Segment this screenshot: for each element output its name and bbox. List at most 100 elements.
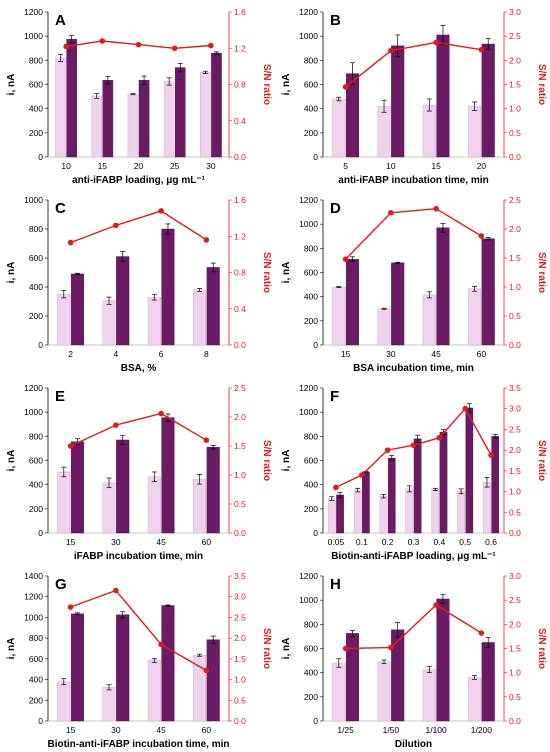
bar: [161, 605, 175, 722]
ratio-point: [203, 237, 210, 243]
x-tick-label: 45: [156, 537, 166, 547]
y2-axis-label: S/N ratio: [536, 252, 547, 293]
y2-tick-label: 1.5: [509, 644, 521, 654]
x-axis-label: Biotin-anti-iFABP loading, μg mL⁻¹: [331, 551, 496, 562]
ratio-point: [113, 422, 119, 428]
y-tick-label: 1200: [24, 592, 43, 602]
y2-tick-label: 3.5: [234, 571, 246, 581]
bar: [193, 655, 207, 722]
bar: [332, 662, 346, 722]
y-axis-label: i, nA: [6, 74, 17, 96]
bar: [206, 267, 220, 346]
y2-tick-label: 1.5: [234, 654, 246, 664]
y-tick-label: 200: [29, 311, 43, 321]
bar: [55, 57, 66, 158]
x-tick-label: 8: [204, 349, 209, 359]
y2-tick-label: 0.0: [509, 152, 521, 162]
y2-tick-label: 1.0: [509, 668, 521, 678]
ratio-point: [158, 641, 164, 648]
y-tick-label: 1400: [24, 571, 43, 581]
y-tick-label: 1000: [299, 595, 318, 605]
ratio-point: [135, 41, 142, 48]
y-tick-label: 800: [304, 55, 318, 65]
y2-tick-label: 1.2: [234, 43, 246, 53]
bar: [332, 98, 346, 158]
y2-tick-label: 2.5: [509, 195, 521, 205]
chart-panel-a: 0 200 400 600 800 1000 1200 0.0 0.4 0.8 1.2 1.6 10 15…: [0, 0, 275, 188]
y-tick-label: 400: [304, 292, 318, 302]
bar: [57, 294, 71, 346]
y-tick-label: 0: [313, 340, 318, 350]
bar: [468, 106, 482, 158]
ratio-point: [203, 667, 210, 674]
bar: [147, 660, 161, 722]
y-tick-label: 800: [29, 55, 43, 65]
chart-panel-d: 0 200 400 600 800 1000 1200 0.0 0.5 1.0 1.5 2.0 2.5 1…: [275, 188, 550, 376]
ratio-line: [70, 412, 207, 447]
y-tick-label: 400: [304, 104, 318, 114]
x-tick-label: 25: [170, 161, 180, 171]
y2-tick-label: 2.5: [234, 383, 246, 393]
y-tick-label: 1000: [24, 31, 43, 41]
ratio-point: [208, 42, 214, 49]
y2-tick-label: 0.0: [234, 716, 246, 726]
ratio-point: [478, 46, 485, 53]
panel-label: A: [55, 12, 66, 29]
bar: [70, 273, 84, 346]
x-tick-label: 1/50: [383, 725, 400, 735]
chart-svg: 0 200 400 600 800 1000 1200 0.0 0.5 1.0 1.5 2.0 2.5 3…: [281, 571, 547, 750]
x-tick-label: 2: [68, 349, 73, 359]
bar: [193, 289, 207, 346]
bar: [353, 489, 362, 534]
ratio-point: [433, 602, 439, 608]
y-axis-label: i, nA: [6, 450, 17, 472]
y2-tick-label: 3.0: [509, 571, 521, 581]
x-tick-label: 0.6: [485, 537, 497, 547]
y2-tick-label: 1.5: [509, 253, 521, 263]
y2-tick-label: 3.5: [509, 383, 521, 393]
y-tick-label: 200: [29, 695, 43, 705]
ratio-point: [113, 222, 119, 229]
ratio-point: [67, 443, 74, 449]
x-axis-label: anti-iFABP loading, μg mL⁻¹: [72, 175, 206, 186]
ratio-point: [388, 209, 394, 216]
y-tick-label: 600: [29, 80, 43, 90]
ratio-line: [70, 210, 207, 244]
y-tick-label: 1000: [24, 612, 43, 622]
bar: [436, 598, 450, 722]
y2-tick-label: 0.0: [509, 716, 521, 726]
ratio-point: [99, 38, 106, 44]
ratio-point: [63, 43, 69, 50]
x-axis-label: Biotin-anti-iFABP incubation time, min: [47, 739, 229, 750]
x-axis-label: iFABP incubation time, min: [74, 551, 203, 562]
y-tick-label: 800: [29, 633, 43, 643]
y2-tick-label: 2.0: [509, 224, 521, 234]
ratio-point: [388, 47, 394, 54]
y-tick-label: 0: [313, 716, 318, 726]
y2-tick-label: 2.5: [509, 424, 521, 434]
bar: [413, 438, 422, 534]
y-axis-label: i, nA: [281, 74, 292, 96]
x-tick-label: 1/200: [471, 725, 493, 735]
y-tick-label: 0: [38, 528, 43, 538]
x-tick-label: 15: [66, 537, 76, 547]
y2-tick-label: 1.5: [234, 441, 246, 451]
ratio-point: [67, 239, 74, 246]
y-tick-label: 400: [29, 104, 43, 114]
y2-tick-label: 0.0: [509, 528, 521, 538]
ratio-point: [358, 472, 365, 478]
y-tick-label: 800: [304, 243, 318, 253]
bar: [327, 498, 336, 534]
ratio-line: [70, 589, 207, 672]
bar: [457, 491, 465, 534]
chart-svg: 0 200 400 600 800 1000 1200 1400 0.0 0.5 1.0 1.5 2.0…: [6, 571, 272, 750]
bar: [377, 308, 391, 346]
x-tick-label: 0.3: [408, 537, 420, 547]
x-tick-label: 6: [159, 349, 164, 359]
y2-tick-label: 2.5: [509, 31, 521, 41]
y-tick-label: 1000: [24, 195, 43, 205]
ratio-point: [171, 45, 178, 52]
ratio-point: [462, 405, 469, 412]
panel-label: H: [330, 576, 341, 593]
bar: [70, 441, 84, 534]
